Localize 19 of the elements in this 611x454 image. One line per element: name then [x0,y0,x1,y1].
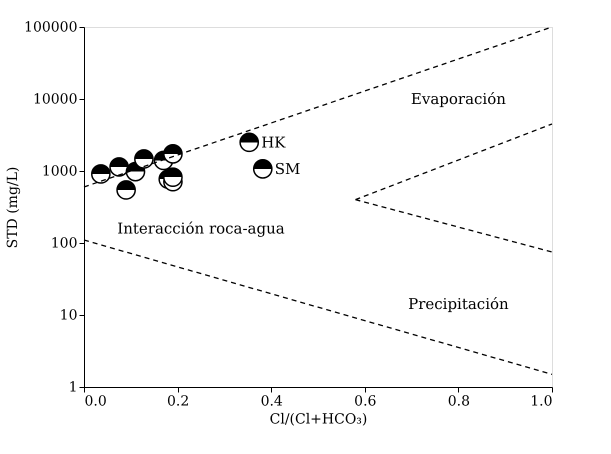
annotation: HK [261,133,286,152]
y-tick-label: 10000 [32,92,78,108]
x-tick-label: 0.4 [260,394,283,410]
y-tick-label: 100000 [24,20,78,36]
x-tick-label: 0.8 [448,394,470,410]
y-tick-label: 100 [50,236,78,252]
x-tick-label: 0.0 [84,394,107,410]
x-tick-label: 0.2 [166,394,190,410]
annotation: Evaporación [410,90,506,108]
annotation: Interacción roca-agua [117,220,285,238]
y-axis-title: STD (mg/L) [5,166,22,248]
y-tick-label: 1 [68,380,78,396]
y-tick-label: 1000 [42,164,78,180]
annotation: SM [274,160,300,178]
x-tick-label: 0.6 [354,394,377,410]
x-tick-label: 1.0 [530,394,552,410]
y-tick-label: 10 [60,308,78,324]
x-axis-title: Cl/(Cl+HCO₃) [270,412,368,428]
annotation: Precipitación [408,295,510,314]
